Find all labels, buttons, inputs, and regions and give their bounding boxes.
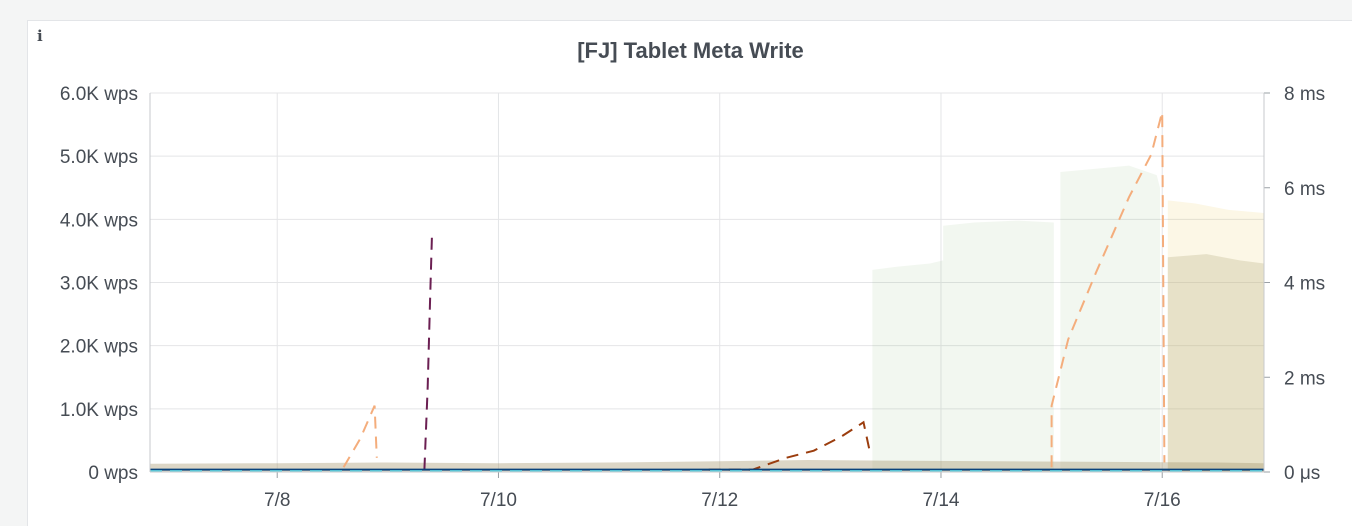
- area-series-fill: [1167, 200, 1264, 472]
- y-left-tick-label: 4.0K wps: [60, 210, 138, 231]
- info-icon[interactable]: i: [37, 27, 43, 45]
- y-right-tick-label: 6 ms: [1284, 179, 1325, 200]
- y-left-tick-label: 1.0K wps: [60, 400, 138, 421]
- chart-panel: i [FJ] Tablet Meta Write: [27, 20, 1352, 526]
- series-line: [423, 230, 434, 470]
- y-left-tick-label: 5.0K wps: [60, 147, 138, 168]
- panel-title: [FJ] Tablet Meta Write: [577, 38, 804, 63]
- x-tick-label: 7/8: [264, 490, 290, 511]
- y-left-tick-label: 0 wps: [88, 463, 138, 484]
- x-tick-label: 7/16: [1144, 490, 1181, 511]
- x-tick-label: 7/10: [480, 490, 517, 511]
- y-right-tick-label: 8 ms: [1284, 84, 1325, 105]
- x-tick-label: 7/14: [922, 490, 959, 511]
- y-left-tick-label: 2.0K wps: [60, 337, 138, 358]
- y-right-tick-label: 0 μs: [1284, 463, 1320, 484]
- y-right-tick-label: 2 ms: [1284, 368, 1325, 389]
- y-left-tick-label: 3.0K wps: [60, 274, 138, 295]
- grid-lines: [150, 92, 1264, 473]
- area-series: [150, 165, 1264, 472]
- y-left-tick-label: 6.0K wps: [60, 84, 138, 105]
- axes: 0 wps 1.0K wps 2.0K wps 3.0K wps 4.0K wps 5.0…: [60, 84, 1325, 511]
- x-tick-label: 7/12: [701, 490, 738, 511]
- area-series-fill: [872, 165, 1160, 472]
- line-series: [150, 111, 1264, 473]
- series-line: [342, 405, 378, 468]
- area-series-fill: [1167, 254, 1264, 472]
- series-line: [1050, 111, 1166, 468]
- y-right-tick-label: 4 ms: [1284, 274, 1325, 295]
